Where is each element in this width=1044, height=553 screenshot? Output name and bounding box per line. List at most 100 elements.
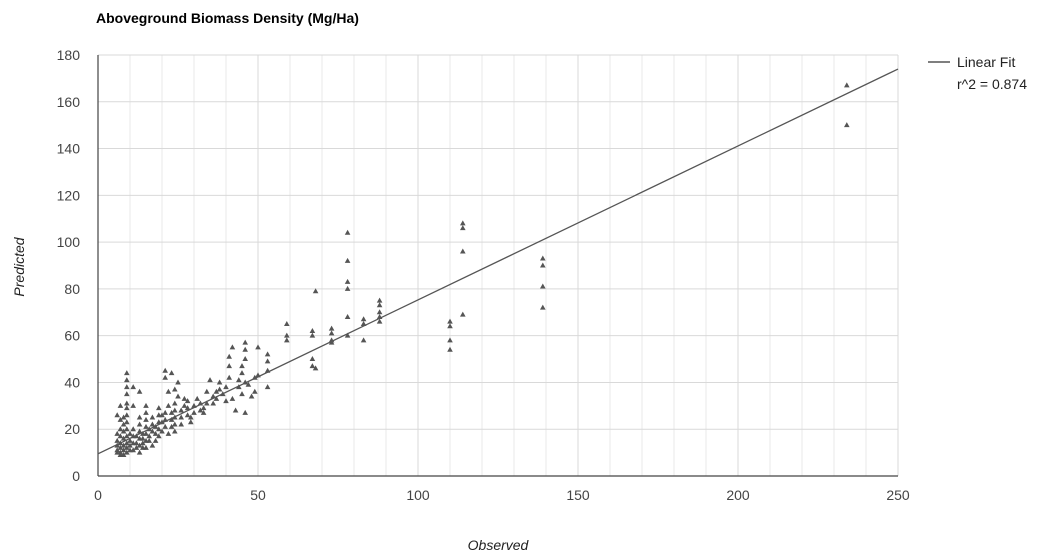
data-point [309, 363, 316, 369]
data-point [284, 320, 290, 326]
data-point [130, 384, 136, 390]
data-point [239, 391, 245, 397]
data-point [172, 421, 178, 427]
data-point [344, 332, 351, 338]
data-point [114, 412, 120, 418]
scatter-points [114, 82, 850, 457]
data-point [197, 407, 204, 413]
y-tick-label: 120 [57, 187, 81, 203]
data-point [136, 442, 143, 448]
data-point [242, 339, 248, 345]
data-point [255, 344, 261, 350]
data-point [120, 421, 127, 427]
x-axis-title: Observed [468, 537, 530, 553]
data-point [207, 377, 213, 383]
data-point [178, 421, 184, 427]
data-point [194, 395, 200, 401]
data-point [213, 395, 220, 401]
data-point [245, 381, 252, 387]
y-tick-label: 20 [64, 421, 80, 437]
data-point [162, 423, 168, 429]
legend-r2-label: r^2 = 0.874 [957, 76, 1027, 92]
data-point [168, 370, 175, 376]
data-point [152, 437, 159, 443]
data-point [181, 402, 188, 408]
fit-line-group [97, 68, 899, 455]
grid-lines [98, 54, 899, 476]
x-tick-label: 250 [886, 487, 910, 503]
data-point [175, 393, 181, 399]
legend-fit-label: Linear Fit [957, 54, 1015, 70]
data-point [117, 402, 124, 408]
data-point [376, 309, 383, 315]
data-point [344, 285, 351, 291]
data-point [226, 363, 232, 369]
data-point [540, 304, 546, 310]
data-point [124, 433, 130, 439]
data-point [344, 313, 351, 319]
data-point [156, 426, 162, 432]
data-point [188, 414, 194, 420]
data-point [124, 400, 130, 406]
data-point [136, 428, 143, 434]
data-point [226, 374, 232, 380]
data-point [223, 384, 229, 390]
data-point [175, 379, 181, 385]
data-point [376, 297, 383, 303]
data-point [236, 377, 242, 383]
data-point [159, 428, 165, 434]
data-point [130, 402, 136, 408]
data-point [204, 400, 210, 406]
x-tick-label: 200 [726, 487, 750, 503]
data-point [181, 395, 188, 401]
data-point [216, 379, 223, 385]
data-point [127, 447, 133, 453]
data-point [140, 430, 146, 436]
data-point [248, 393, 255, 399]
data-point [117, 426, 124, 432]
data-point [149, 428, 156, 434]
data-point [239, 370, 245, 376]
data-point [184, 405, 191, 411]
data-point [140, 440, 146, 446]
data-point [229, 344, 236, 350]
x-tick-label: 100 [406, 487, 430, 503]
data-point [140, 435, 146, 441]
data-point [127, 442, 133, 448]
y-tick-label: 180 [57, 47, 81, 63]
data-point [178, 407, 184, 413]
data-point [127, 430, 133, 436]
data-point [232, 407, 239, 413]
data-point [120, 447, 127, 453]
data-point [239, 363, 245, 369]
data-point [540, 262, 546, 268]
data-point [120, 435, 127, 441]
data-point [114, 430, 120, 436]
y-tick-label: 100 [57, 234, 81, 250]
data-point [159, 412, 165, 418]
data-point [124, 444, 130, 450]
data-point [184, 412, 191, 418]
y-tick-label: 40 [64, 374, 80, 390]
data-point [117, 444, 124, 450]
data-point [252, 388, 258, 394]
y-tick-label: 80 [64, 281, 80, 297]
data-point [168, 423, 175, 429]
data-point [309, 356, 316, 362]
data-point [360, 337, 367, 343]
data-point [264, 358, 271, 364]
data-point [447, 323, 453, 329]
x-tick-label: 0 [94, 487, 102, 503]
y-tick-label: 160 [57, 94, 81, 110]
data-point [149, 414, 156, 420]
x-tick-labels: 0 50 100 150 200 250 [94, 487, 910, 503]
data-point [226, 353, 232, 359]
data-point [284, 332, 290, 338]
data-point [117, 433, 124, 439]
x-tick-label: 150 [566, 487, 590, 503]
data-point [162, 374, 168, 380]
data-point [184, 398, 191, 404]
data-point [168, 409, 175, 415]
data-point [165, 430, 172, 436]
